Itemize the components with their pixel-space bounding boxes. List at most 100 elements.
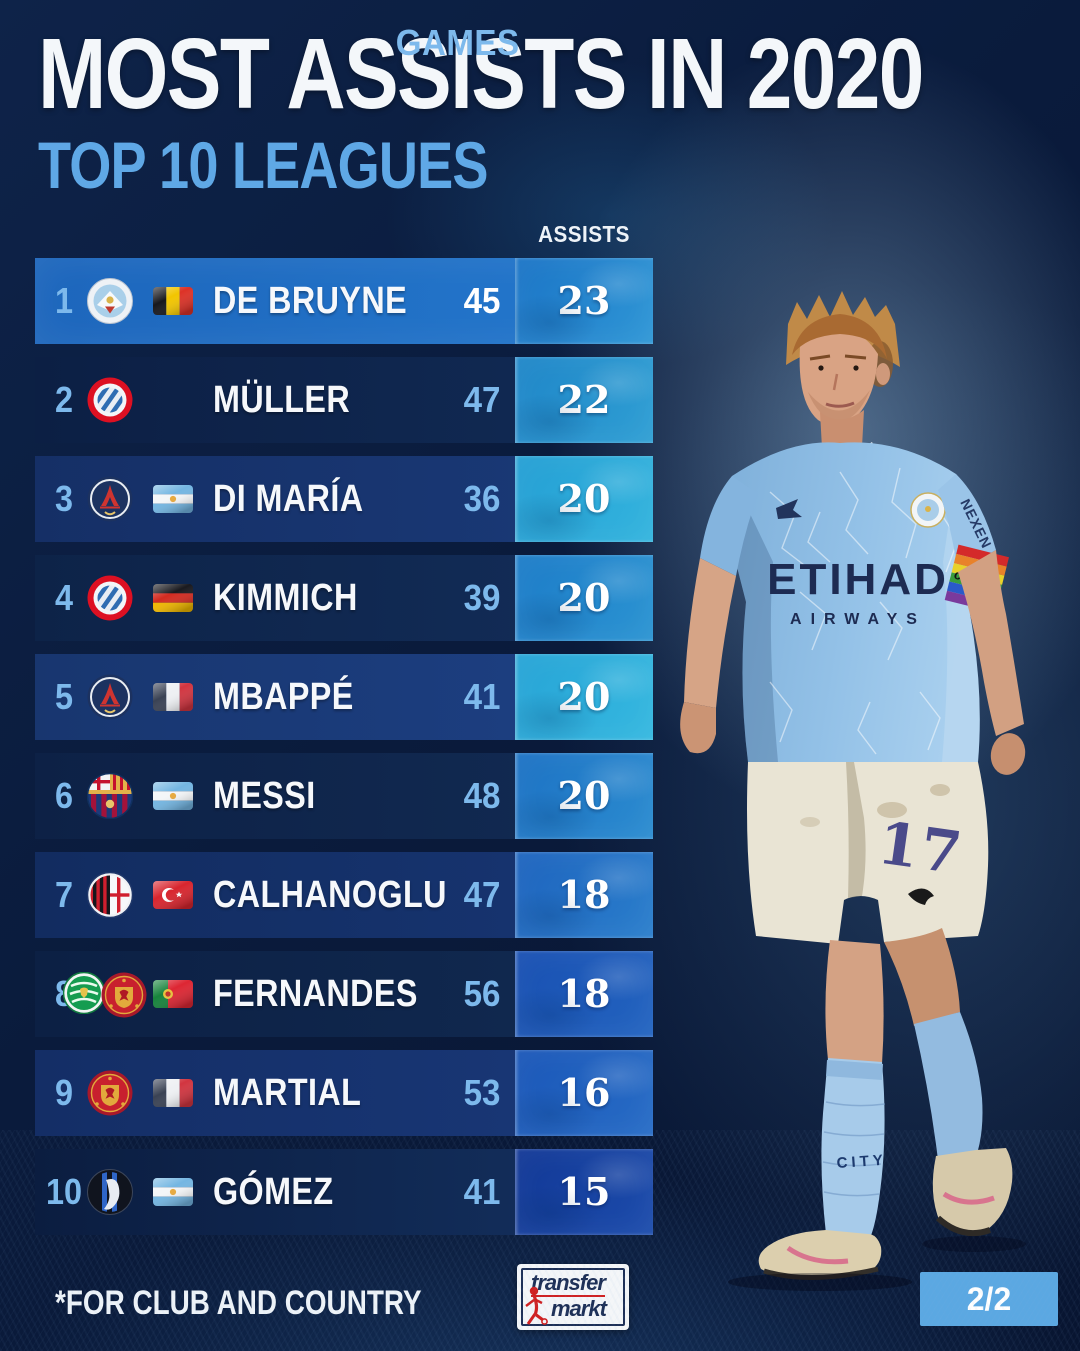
assists-value: 20: [557, 476, 611, 521]
assists-cell: 18: [515, 951, 653, 1037]
assists-cell: 23: [515, 258, 653, 344]
games-value: 53: [463, 1072, 501, 1113]
bayern-munich-badge-icon: [87, 575, 133, 621]
argentina-flag-icon: [153, 485, 193, 513]
rank-number: 10: [45, 1171, 83, 1212]
logo-text-bottom: markt: [551, 1296, 607, 1321]
table-row: 4 KIMMICH 39 20: [35, 555, 653, 641]
assists-cell: 22: [515, 357, 653, 443]
rank-number: 6: [54, 775, 74, 816]
transfermarkt-logo: transfer markt: [517, 1264, 629, 1330]
rank-number: 7: [54, 874, 74, 915]
assists-cell: 15: [515, 1149, 653, 1235]
rank-number: 9: [54, 1072, 74, 1113]
assists-cell: 20: [515, 753, 653, 839]
table-row: 5 MBAPPÉ 41 20: [35, 654, 653, 740]
table-row: 1 DE BRUYNE 45 23: [35, 258, 653, 344]
player-name: GÓMEZ: [213, 1171, 334, 1213]
player-name: MARTIAL: [213, 1072, 362, 1114]
table-row: 9 MARTIAL 53 16: [35, 1050, 653, 1136]
player-name: MÜLLER: [213, 379, 351, 421]
page-indicator-badge: 2/2: [920, 1272, 1058, 1326]
assists-value: 20: [557, 575, 611, 620]
puma-logo-shorts: [908, 888, 934, 905]
assists-value: 18: [557, 971, 611, 1016]
player-name: FERNANDES: [213, 973, 418, 1015]
argentina-flag-icon: [153, 1178, 193, 1206]
player-name: DE BRUYNE: [213, 280, 408, 322]
table-row: 7 CALHANOGLU 47 18: [35, 852, 653, 938]
player-name: KIMMICH: [213, 577, 358, 619]
assists-value: 20: [557, 674, 611, 719]
man-united-badge-icon: [87, 1070, 133, 1116]
assists-value: 20: [557, 773, 611, 818]
back-boot: [932, 1148, 1013, 1235]
germany-flag-icon: [153, 584, 193, 612]
barcelona-badge-icon: [87, 773, 133, 819]
puma-logo: [776, 499, 802, 519]
games-value: 39: [463, 577, 501, 618]
sock-text: CITY: [836, 1152, 887, 1172]
games-value: 47: [463, 379, 501, 420]
assists-cell: 20: [515, 654, 653, 740]
footnote: *FOR CLUB AND COUNTRY: [55, 1284, 422, 1322]
games-value: 41: [463, 1171, 501, 1212]
column-header-assists: ASSISTS: [538, 221, 630, 247]
games-value: 48: [463, 775, 501, 816]
assists-value: 23: [557, 278, 611, 323]
games-value: 45: [463, 280, 501, 321]
assists-value: 22: [557, 377, 611, 422]
front-boot: [758, 1230, 882, 1278]
ac-milan-badge-icon: [87, 872, 133, 918]
atalanta-badge-icon: [87, 1169, 133, 1215]
player-name: MESSI: [213, 775, 316, 817]
table-row: 2 MÜLLER 47 22: [35, 357, 653, 443]
player-name: DI MARÍA: [213, 478, 364, 520]
games-value: 56: [463, 973, 501, 1014]
table-row: 10 GÓMEZ 41 15: [35, 1149, 653, 1235]
player-name: CALHANOGLU: [213, 874, 447, 916]
france-flag-icon: [153, 683, 193, 711]
france-flag-icon: [153, 1079, 193, 1107]
assists-cell: 20: [515, 555, 653, 641]
rank-number: 4: [54, 577, 74, 618]
games-value: 41: [463, 676, 501, 717]
player-photo-de-bruyne: ETIHAD AIRWAYS NEXEN captain 17 CITY: [640, 262, 1080, 1302]
page-title: MOST ASSISTS IN 2020: [38, 18, 924, 130]
assists-value: 15: [557, 1169, 611, 1214]
rank-number: 3: [54, 478, 74, 519]
rank-number: 1: [54, 280, 74, 321]
turkey-flag-icon: [153, 881, 193, 909]
assists-cell: 18: [515, 852, 653, 938]
assists-cell: 16: [515, 1050, 653, 1136]
page-subtitle: TOP 10 LEAGUES: [38, 128, 489, 202]
column-header-games: GAMES: [395, 22, 520, 63]
table-row: 6 MESSI 48 20: [35, 753, 653, 839]
sporting-and-man-united-badges-icon: [63, 971, 149, 1017]
logo-figure-icon: [525, 1286, 548, 1325]
psg-badge-icon: [87, 674, 133, 720]
rank-number: 5: [54, 676, 74, 717]
table-row: 3 DI MARÍA 36 20: [35, 456, 653, 542]
bayern-munich-badge-icon: [87, 377, 133, 423]
table-row: 8 FERNANDES 56 18: [35, 951, 653, 1037]
logo-frame: [521, 1268, 625, 1326]
shirt-sponsor: ETIHAD: [767, 555, 949, 604]
games-value: 47: [463, 874, 501, 915]
argentina-flag-icon: [153, 782, 193, 810]
assists-value: 18: [557, 872, 611, 917]
assists-cell: 20: [515, 456, 653, 542]
man-city-badge-icon: [87, 278, 133, 324]
shirt-sponsor-sub: AIRWAYS: [790, 611, 926, 628]
assists-value: 16: [557, 1070, 611, 1115]
psg-badge-icon: [87, 476, 133, 522]
belgium-flag-icon: [153, 287, 193, 315]
assists-ranking-table: 1 DE BRUYNE 45 23 2 MÜLLER 47 22 3 DI MA…: [35, 258, 655, 1248]
rank-number: 2: [54, 379, 74, 420]
games-value: 36: [463, 478, 501, 519]
player-name: MBAPPÉ: [213, 676, 354, 718]
shorts-number: 17: [874, 809, 967, 888]
logo-text-top: transfer: [531, 1270, 606, 1297]
portugal-flag-icon: [153, 980, 193, 1008]
